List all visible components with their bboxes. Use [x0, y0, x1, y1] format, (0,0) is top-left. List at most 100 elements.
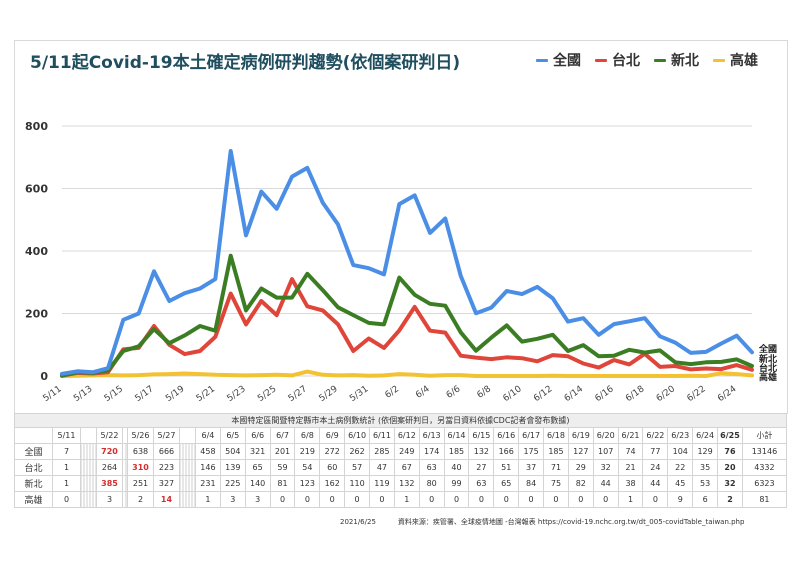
table-cell: 44 [592, 475, 619, 492]
table-cell: 40 [443, 459, 470, 476]
table-cell: 225 [219, 475, 246, 492]
series-end-label: 台北 [759, 362, 777, 374]
table-cell: 123 [294, 475, 321, 492]
table-header-cell: 6/16 [493, 427, 520, 444]
table-cell: 75 [543, 475, 569, 492]
table-header-cell: 5/11 [52, 427, 81, 444]
table-cell: 285 [369, 443, 395, 460]
table-cell: 185 [543, 443, 569, 460]
table-cell: 666 [153, 443, 180, 460]
table-caption: 本國特定區間暨特定縣市本土病例數統計 (依個案研判日，另當日資料依據CDC記者會… [14, 413, 787, 428]
table-cell: 22 [667, 459, 694, 476]
table-cell: 249 [393, 443, 420, 460]
table-cell: 7 [52, 443, 81, 460]
y-tick-label: 600 [25, 183, 48, 196]
series-line [60, 253, 754, 378]
x-tick-label: 6/12 [532, 384, 554, 404]
table-cell: 132 [393, 475, 420, 492]
table-header-cell: 6/5 [219, 427, 246, 444]
table-gap [179, 427, 196, 444]
legend-swatch-taipei [595, 58, 607, 62]
line-chart: 0 200 400 600 800 5/11 5/13 5/15 5/17 5/19 5/21 5/2… [25, 120, 777, 404]
table-cell: 59 [269, 459, 296, 476]
table-cell: 0 [52, 491, 81, 508]
table-cell: 6 [692, 491, 719, 508]
table-cell: 35 [692, 459, 719, 476]
table-gap [179, 491, 196, 508]
table-gap [179, 475, 196, 492]
table-gap [80, 427, 97, 444]
x-tick-label: 6/14 [563, 384, 586, 404]
footer-date: 2021/6/25 [340, 518, 376, 526]
x-tick-label: 6/22 [685, 384, 707, 404]
table-header-cell: 6/15 [468, 427, 495, 444]
table-header-cell: 6/8 [294, 427, 321, 444]
table-cell: 3 [96, 491, 123, 508]
table-cell: 0 [543, 491, 569, 508]
table-cell: 81 [269, 475, 296, 492]
x-tick-label: 6/10 [501, 384, 524, 404]
series-line [60, 149, 754, 376]
x-tick-label: 5/29 [317, 384, 340, 404]
table-cell: 185 [443, 443, 470, 460]
table-header-cell: 5/26 [127, 427, 154, 444]
table-cell: 99 [443, 475, 470, 492]
table-cell: 0 [567, 491, 594, 508]
legend-label-taipei: 台北 [612, 53, 640, 69]
legend-label-new-taipei: 新北 [671, 53, 699, 69]
table-cell: 272 [319, 443, 346, 460]
table-header-cell: 6/7 [269, 427, 296, 444]
x-tick-label: 5/13 [72, 384, 94, 404]
table-cell: 231 [195, 475, 221, 492]
table-cell: 82 [567, 475, 594, 492]
table-cell: 20 [717, 459, 743, 476]
table-cell: 32 [592, 459, 619, 476]
table-cell: 37 [518, 459, 545, 476]
table-cell: 47 [369, 459, 395, 476]
table-cell: 14 [153, 491, 180, 508]
table-cell: 9 [667, 491, 694, 508]
table-cell: 74 [617, 443, 644, 460]
table-cell: 251 [127, 475, 154, 492]
table-cell: 175 [518, 443, 545, 460]
x-tick-label: 5/15 [103, 384, 125, 404]
table-header-corner [14, 427, 53, 444]
x-tick-label: 5/19 [164, 384, 187, 404]
footer-source: 資料來源：疾管署、全球疫情地圖 -台灣報表 https://covid-19.n… [397, 518, 745, 526]
table-cell: 76 [717, 443, 743, 460]
legend-label-national: 全國 [553, 53, 581, 69]
series-end-label: 全國 [758, 343, 777, 355]
table-gap [80, 491, 97, 508]
x-tick-label: 6/8 [475, 384, 493, 401]
x-tick-label: 5/25 [256, 384, 278, 404]
table-cell: 0 [443, 491, 470, 508]
table-cell: 3 [219, 491, 246, 508]
table-cell: 638 [127, 443, 154, 460]
y-tick-label: 400 [25, 245, 48, 258]
table-header-cell: 6/25 [717, 427, 743, 444]
table-cell: 385 [96, 475, 123, 492]
chart-footer: 2021/6/25 資料來源：疾管署、全球疫情地圖 -台灣報表 https://c… [340, 517, 766, 527]
table-cell: 127 [567, 443, 594, 460]
table-cell: 53 [692, 475, 719, 492]
table-cell: 0 [269, 491, 296, 508]
table-cell: 119 [369, 475, 395, 492]
table-cell: 80 [418, 475, 445, 492]
table-header-cell: 6/6 [244, 427, 271, 444]
table-cell: 77 [642, 443, 669, 460]
series-end-label: 高雄 [759, 371, 777, 383]
table-cell: 81 [741, 491, 787, 508]
table-cell: 104 [667, 443, 694, 460]
x-tick-label: 6/18 [624, 384, 647, 404]
x-tick-label: 6/6 [445, 384, 463, 401]
table-cell: 63 [468, 475, 495, 492]
row-label: 全國 [14, 443, 53, 460]
table-cell: 1 [617, 491, 644, 508]
table-cell: 310 [127, 459, 154, 476]
table-cell: 4332 [741, 459, 787, 476]
table-cell: 0 [319, 491, 346, 508]
x-tick-label: 5/31 [348, 384, 370, 404]
table-cell: 0 [344, 491, 371, 508]
table-cell: 29 [567, 459, 594, 476]
table-cell: 129 [692, 443, 719, 460]
